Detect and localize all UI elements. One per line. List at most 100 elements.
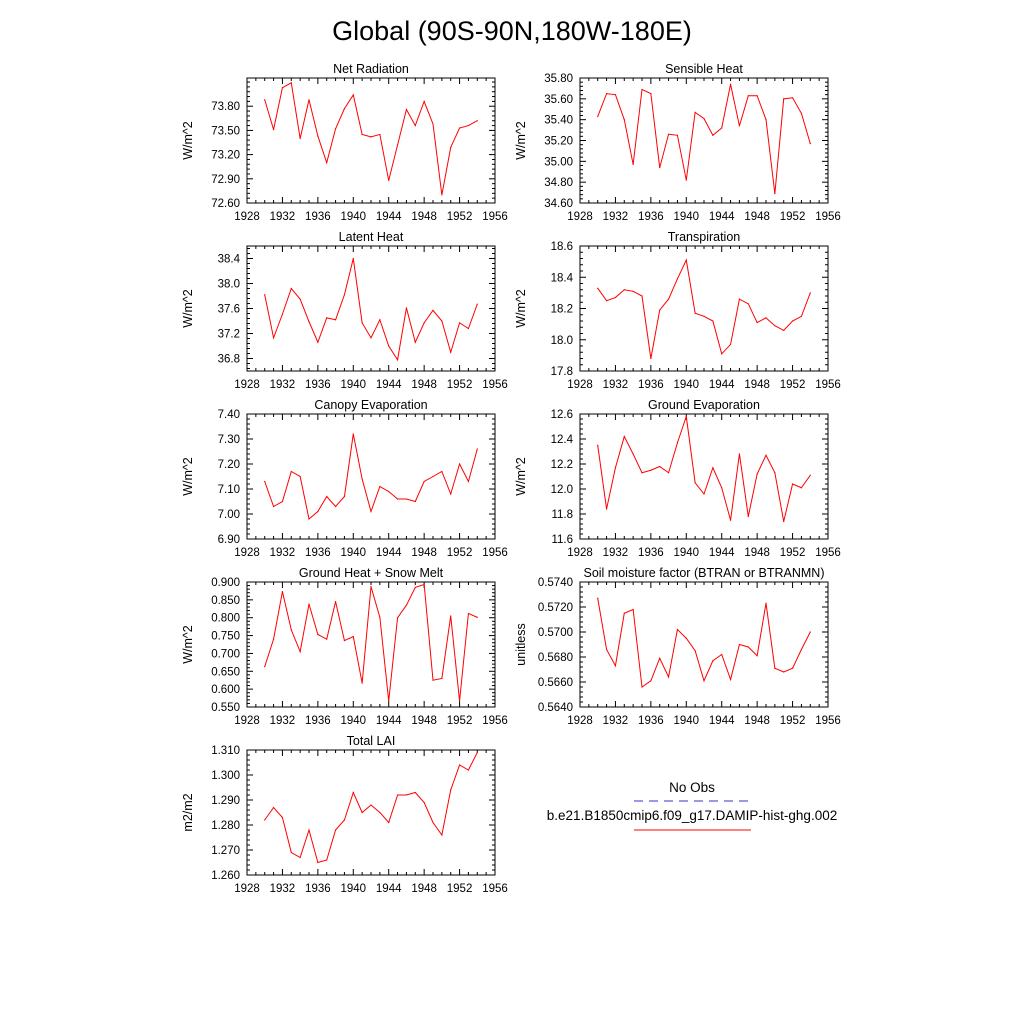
x-tick-label: 1928 [567, 547, 593, 559]
data-point [432, 123, 434, 125]
data-point [476, 303, 478, 305]
data-point [800, 487, 803, 489]
data-point [467, 480, 470, 483]
data-point [467, 124, 470, 127]
plot-frame [579, 581, 829, 708]
data-point [809, 631, 811, 633]
panel-3: Transpiration 1928 1932 1936 1940 1944 1948 195… [514, 230, 841, 391]
data-point [765, 119, 767, 121]
data-point [712, 134, 714, 136]
data-point [264, 99, 266, 101]
data-point [308, 829, 310, 831]
x-tick-label: 1948 [744, 547, 770, 559]
data-point [632, 290, 634, 292]
data-point [326, 162, 328, 164]
data-point [396, 498, 399, 500]
data-point [317, 510, 319, 513]
data-point [765, 317, 767, 319]
data-point [783, 98, 785, 100]
y-tick-label: 11.6 [551, 534, 573, 546]
y-tick-label: 0.650 [211, 666, 240, 678]
x-tick-label: 1944 [709, 547, 735, 559]
data-point [694, 312, 696, 314]
data-point [597, 115, 599, 118]
data-point [659, 657, 661, 659]
data-point [605, 93, 608, 95]
y-tick-label: 35.60 [544, 94, 573, 106]
data-point [281, 87, 284, 89]
y-axis-label: unitless [514, 623, 528, 665]
data-point [765, 454, 767, 456]
x-tick-label: 1940 [673, 715, 699, 727]
y-tick-label: 1.270 [211, 845, 240, 857]
x-tick-label: 1956 [482, 883, 508, 895]
data-point [756, 321, 758, 324]
data-point [791, 320, 794, 322]
data-point [343, 495, 346, 498]
plot-frame [579, 245, 829, 372]
data-point [290, 851, 292, 854]
data-point [774, 472, 776, 474]
y-axis-label: W/m^2 [514, 121, 528, 160]
x-tick-label: 1932 [270, 379, 296, 391]
x-tick-label: 1948 [411, 379, 437, 391]
x-tick-label: 1952 [447, 379, 473, 391]
data-point [659, 166, 661, 169]
data-point [685, 259, 687, 261]
data-point [326, 859, 328, 861]
data-point [343, 294, 346, 296]
y-tick-label: 1.300 [211, 770, 240, 782]
data-point [738, 125, 741, 127]
y-axis-label: W/m^2 [514, 457, 528, 496]
data-point [721, 653, 723, 656]
data-point [676, 134, 679, 136]
data-point [783, 329, 785, 331]
data-point [623, 289, 625, 291]
x-tick-label: 1952 [780, 547, 806, 559]
y-tick-label: 18.4 [551, 272, 574, 284]
data-point [450, 493, 452, 495]
data-point [703, 493, 705, 495]
plot-frame [579, 77, 829, 204]
data-point [388, 490, 390, 493]
data-point [712, 320, 714, 322]
data-point [326, 317, 328, 319]
series-line [264, 583, 478, 701]
y-tick-label: 0.5740 [538, 577, 573, 589]
data-point [352, 94, 354, 96]
data-point [441, 194, 443, 196]
data-point [791, 483, 794, 485]
x-tick-label: 1956 [482, 715, 508, 727]
data-point [290, 470, 292, 473]
data-point [476, 616, 478, 618]
y-tick-label: 0.5660 [538, 677, 573, 689]
data-point [783, 520, 785, 523]
data-point [290, 82, 292, 84]
data-point [605, 508, 608, 510]
data-point [299, 137, 301, 140]
data-point [738, 298, 741, 300]
x-tick-label: 1952 [780, 379, 806, 391]
data-point [450, 615, 452, 617]
y-tick-label: 1.290 [211, 795, 240, 807]
data-point [423, 583, 425, 586]
data-point [379, 133, 381, 136]
data-point [747, 646, 749, 648]
data-point [614, 467, 617, 469]
data-point [308, 99, 310, 101]
data-point [467, 769, 470, 771]
x-tick-label: 1948 [744, 211, 770, 223]
data-point [650, 357, 652, 360]
data-point [370, 804, 372, 806]
data-point [694, 111, 696, 113]
y-tick-label: 7.10 [218, 484, 240, 496]
data-point [667, 133, 670, 135]
y-tick-label: 38.0 [218, 279, 240, 291]
x-tick-label: 1956 [482, 547, 508, 559]
data-point [308, 321, 310, 323]
data-point [641, 686, 643, 688]
x-tick-label: 1940 [340, 547, 366, 559]
data-point [423, 100, 425, 102]
x-tick-label: 1940 [340, 715, 366, 727]
data-point [272, 337, 275, 339]
